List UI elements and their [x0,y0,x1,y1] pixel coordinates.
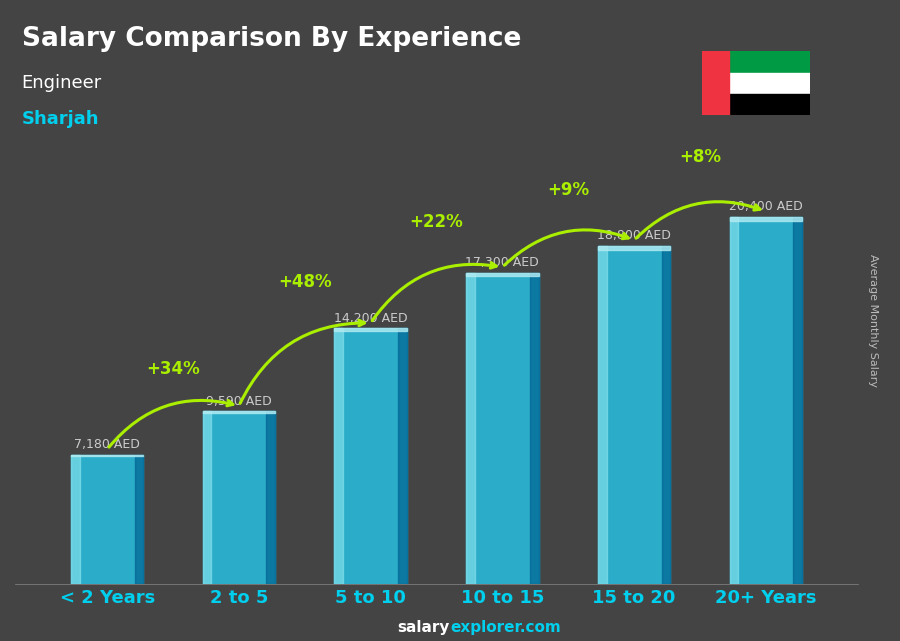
Text: +48%: +48% [278,273,331,291]
Bar [702,51,729,115]
Bar [266,412,275,584]
Bar [662,246,670,584]
Text: Engineer: Engineer [22,74,102,92]
Text: 20,400 AED: 20,400 AED [729,200,803,213]
Bar [135,454,143,584]
Text: Salary Comparison By Experience: Salary Comparison By Experience [22,26,521,52]
Bar [730,217,802,221]
Text: 14,200 AED: 14,200 AED [334,312,408,325]
Bar [702,94,810,115]
Bar [598,246,670,250]
Bar [335,328,407,331]
Text: salary: salary [398,620,450,635]
Bar [202,412,275,413]
Text: explorer.com: explorer.com [450,620,561,635]
Bar [598,246,670,584]
Bar [466,272,538,584]
Text: +22%: +22% [410,213,464,231]
Bar [71,454,80,584]
Bar [730,217,738,584]
Bar [702,51,810,72]
Bar [466,272,475,584]
Bar [71,454,143,584]
Text: +9%: +9% [547,181,590,199]
Bar [202,412,275,584]
Bar [335,328,407,584]
Text: 7,180 AED: 7,180 AED [75,438,140,451]
Text: Sharjah: Sharjah [22,110,99,128]
Bar [793,217,802,584]
Text: +8%: +8% [679,148,721,166]
Text: +34%: +34% [146,360,200,378]
Bar [202,412,211,584]
Text: 18,800 AED: 18,800 AED [597,229,671,242]
Bar [702,72,810,94]
Bar [335,328,343,584]
Bar [71,454,143,456]
Bar [730,217,802,584]
Text: 17,300 AED: 17,300 AED [465,256,539,269]
Bar [466,272,538,276]
Text: 9,590 AED: 9,590 AED [206,395,272,408]
Bar [598,246,607,584]
Text: Average Monthly Salary: Average Monthly Salary [868,254,878,387]
Bar [530,272,538,584]
Bar [398,328,407,584]
